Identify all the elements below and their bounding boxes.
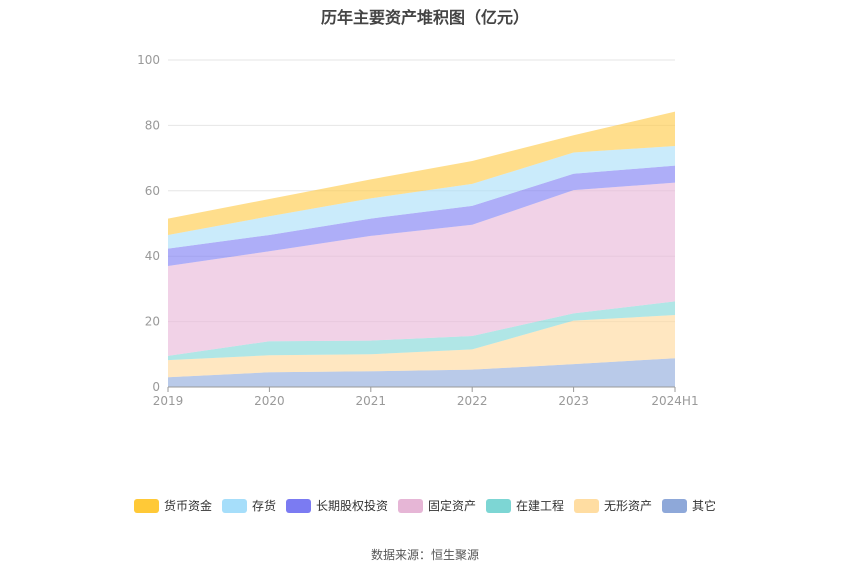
legend-label: 其它 [692,499,717,513]
legend-swatch [133,498,159,513]
x-tick-label: 2024H1 [651,394,698,408]
y-tick-label: 0 [152,380,160,394]
legend-label: 货币资金 [163,499,212,513]
area-series-存货 [168,146,675,249]
legend-swatch [397,498,423,513]
legend-item[interactable]: 无形资产 [574,497,652,514]
legend-swatch [574,498,600,513]
area-series-固定资产 [168,182,675,356]
chart-title: 历年主要资产堆积图（亿元） [320,8,529,27]
x-tick-label: 2022 [457,394,488,408]
area-series-layer [168,111,675,387]
legend-swatch [285,498,311,513]
x-tick-label: 2019 [153,394,184,408]
y-tick-label: 100 [137,53,160,67]
x-tick-label: 2023 [558,394,589,408]
source-note: 数据来源：恒生聚源 [370,548,479,562]
area-series-长期股权投资 [168,165,675,267]
area-series-货币资金 [168,111,675,235]
legend-swatch [221,498,247,513]
legend-item[interactable]: 在建工程 [486,497,564,514]
area-series-在建工程 [168,301,675,361]
legend-item[interactable]: 存货 [221,497,276,514]
y-tick-label: 80 [145,118,160,132]
y-tick-label: 60 [145,184,160,198]
legend-label: 存货 [251,499,276,513]
legend-label: 无形资产 [604,499,653,513]
axes: 0 20 40 60 80 100 2019 2020 2021 2022 2023 2024H1 [137,53,699,408]
y-tick-label: 40 [145,249,160,263]
legend-item[interactable]: 货币资金 [133,497,212,514]
x-tick-label: 2021 [356,394,387,408]
area-series-无形资产 [168,315,675,378]
legend-item[interactable]: 其它 [662,497,716,514]
legend-label: 固定资产 [427,499,476,513]
legend-swatch [662,498,688,513]
x-tick-label: 2020 [254,394,285,408]
legend-label: 长期股权投资 [315,499,388,513]
legend-label: 在建工程 [516,499,565,513]
legend: 货币资金 存货 长期股权投资 固定资产 在建工程 无形资产 其它 [0,497,850,514]
legend-item[interactable]: 固定资产 [397,497,476,514]
legend-item[interactable]: 长期股权投资 [285,497,388,514]
y-tick-label: 20 [145,315,160,329]
area-series-其它 [168,358,675,387]
legend-swatch [486,498,511,513]
